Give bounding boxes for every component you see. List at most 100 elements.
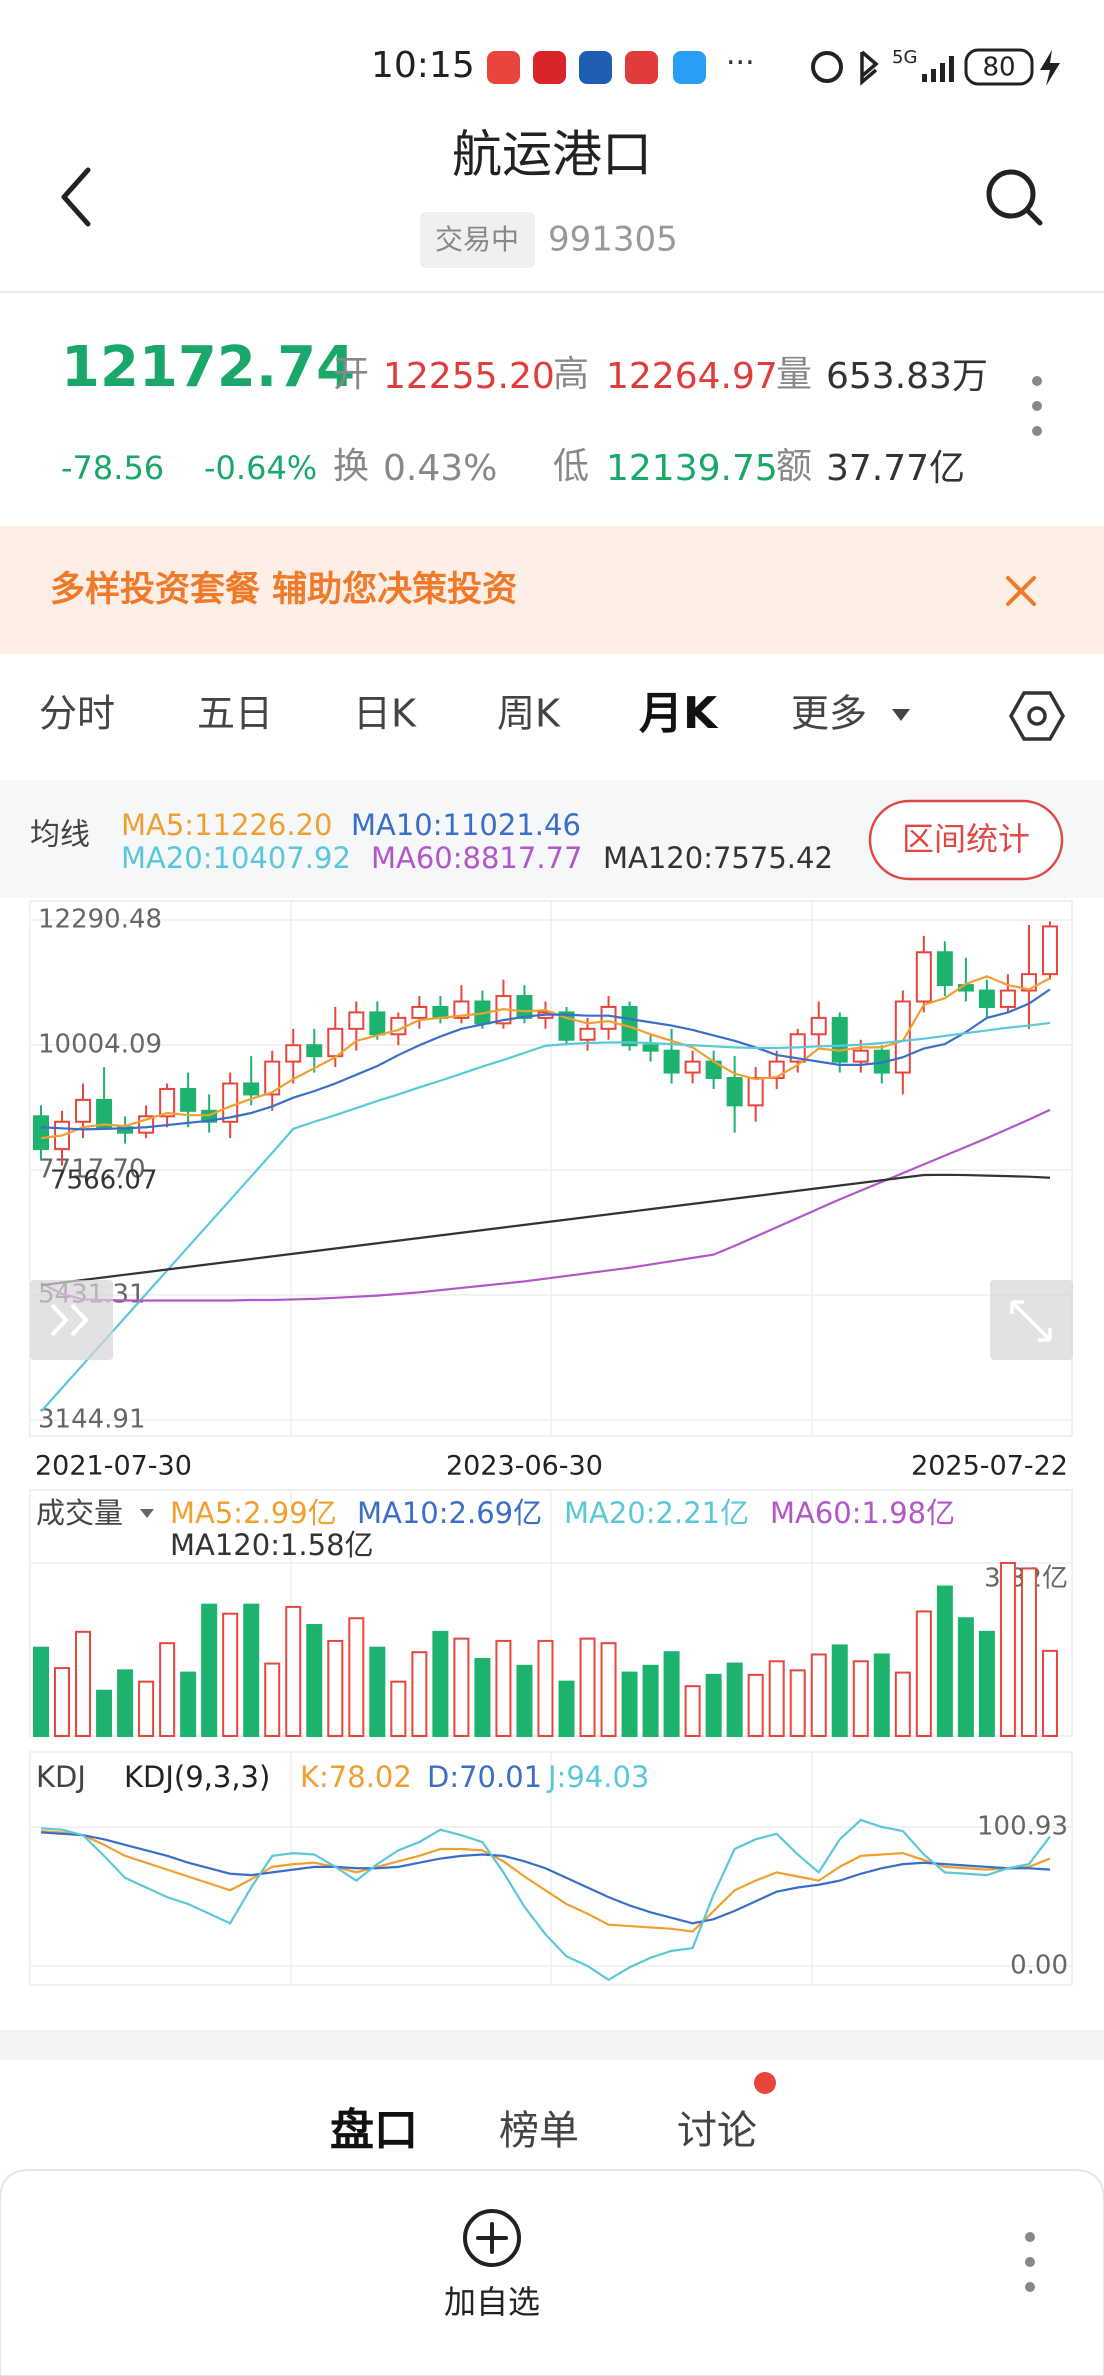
candle-body [411,1005,428,1019]
banner: 多样投资套餐 辅助您决策投资 [0,526,1104,654]
candle-body [894,1000,911,1074]
volume-bar [453,1637,470,1737]
volume-bar [810,1653,827,1738]
turnover-value: 0.43% [383,448,497,489]
y-tick-label: 12290.48 [38,904,162,934]
open-label: 开 [333,354,369,395]
period-tab[interactable]: 周K [497,692,561,736]
volume-bar [201,1603,218,1737]
series-line [40,1173,1051,1287]
alarm-icon [811,51,843,83]
volume-bar [747,1673,764,1737]
bottom-tab-active[interactable]: 盘口 [330,2105,418,2156]
candle-body [726,1077,743,1107]
period-tab[interactable]: 分时 [39,692,115,736]
clock: 10:15 [371,45,475,86]
volume-bar [873,1653,890,1738]
volume-value: 653.83万 [826,356,988,397]
candle-body [33,1115,49,1151]
more-dot[interactable] [1032,376,1042,386]
candle-body [915,951,932,1003]
series-line [40,988,1051,1131]
back-button[interactable] [61,167,91,227]
candle-body [600,1005,617,1030]
candle-body [810,1016,827,1036]
volume-bar [117,1669,134,1738]
bottom-tab[interactable]: 讨论 [677,2108,757,2154]
last-price: 12172.74 [61,335,355,400]
period-tab[interactable]: 五日 [197,692,273,736]
series-line [40,975,1051,1140]
x-tick-label: 2025-07-22 [911,1451,1068,1482]
battery-level: 80 [982,53,1015,83]
low-value: 12139.75 [606,448,778,489]
volume-bar [54,1667,71,1738]
candle-body [684,1060,701,1074]
dropdown-arrow [892,709,910,721]
candle-body [285,1044,302,1063]
volume-bar [789,1669,806,1738]
candle-body [243,1082,260,1096]
candle-body [264,1060,281,1096]
more-dot[interactable] [1025,2232,1035,2242]
candle-body [369,1011,386,1036]
volume-bar [915,1610,932,1738]
period-tab[interactable]: 更多 [791,692,867,736]
add-watchlist-icon[interactable] [463,2209,521,2267]
app-icon [673,51,706,84]
volume-bar [411,1651,428,1738]
turnover-label: 换 [333,446,369,487]
add-watchlist-label[interactable]: 加自选 [444,2283,540,2321]
y-tick-label: 7717.70 [38,1154,146,1184]
volume-bar [831,1644,848,1737]
volume-bar [33,1646,49,1737]
candle-body [768,1060,785,1080]
more-dot[interactable] [1025,2257,1035,2267]
scroll-left-button[interactable] [30,1280,113,1360]
candle-body [159,1087,176,1118]
more-dot[interactable] [1032,401,1042,411]
y-tick-label: 0.00 [1010,1950,1068,1980]
bottom-tab[interactable]: 榜单 [499,2108,579,2154]
banner-close[interactable] [1006,576,1036,606]
app-icon [579,51,612,84]
volume-bar [75,1630,92,1737]
volume-bar [474,1658,491,1738]
candle-body [453,1000,470,1019]
settings-button[interactable] [1008,691,1066,741]
volume-bar [432,1630,449,1737]
range-button-label[interactable]: 区间统计 [902,820,1030,858]
volume-bar [600,1642,617,1737]
charts: 3144.915431.317717.7010004.0912290.48MA5… [30,808,1072,1982]
more-dot[interactable] [1025,2282,1035,2292]
more-dot[interactable] [1032,426,1042,436]
volume-bar [894,1671,911,1737]
charging-icon [1040,50,1060,86]
volume-bar [516,1664,533,1738]
search-button[interactable] [986,169,1036,219]
x-tick-label: 2021-07-30 [35,1451,192,1482]
series-line [40,1108,1051,1302]
legend-entry: MA120:7575.42 [603,841,833,875]
app-icon [487,51,520,84]
high-value: 12264.97 [606,356,778,397]
candle-body [579,1027,596,1041]
legend-entry: MA60:8817.77 [371,841,582,875]
y-tick-label: 10004.09 [38,1029,162,1059]
indicator-params: KDJ(9,3,3) [124,1760,270,1794]
bottom-bar [0,2169,1104,2376]
page-title: 航运港口 [452,126,652,184]
change-pct: -0.64% [204,449,317,487]
quote: 12172.74 开 12255.20 高 12264.97 量 653.83万… [61,335,1042,489]
banner-text[interactable]: 多样投资套餐 辅助您决策投资 [50,570,517,610]
period-tab-active[interactable]: 月K [639,688,719,739]
volume-bar [537,1639,554,1737]
volume-bar [327,1639,344,1737]
legend-entry: MA120:1.58亿 [170,1528,374,1562]
candle-body [936,951,953,987]
candle-body [516,995,533,1019]
period-tab[interactable]: 日K [353,692,417,736]
candle-body [222,1082,239,1123]
range-button[interactable] [868,799,1064,881]
settings-core [1027,706,1047,726]
